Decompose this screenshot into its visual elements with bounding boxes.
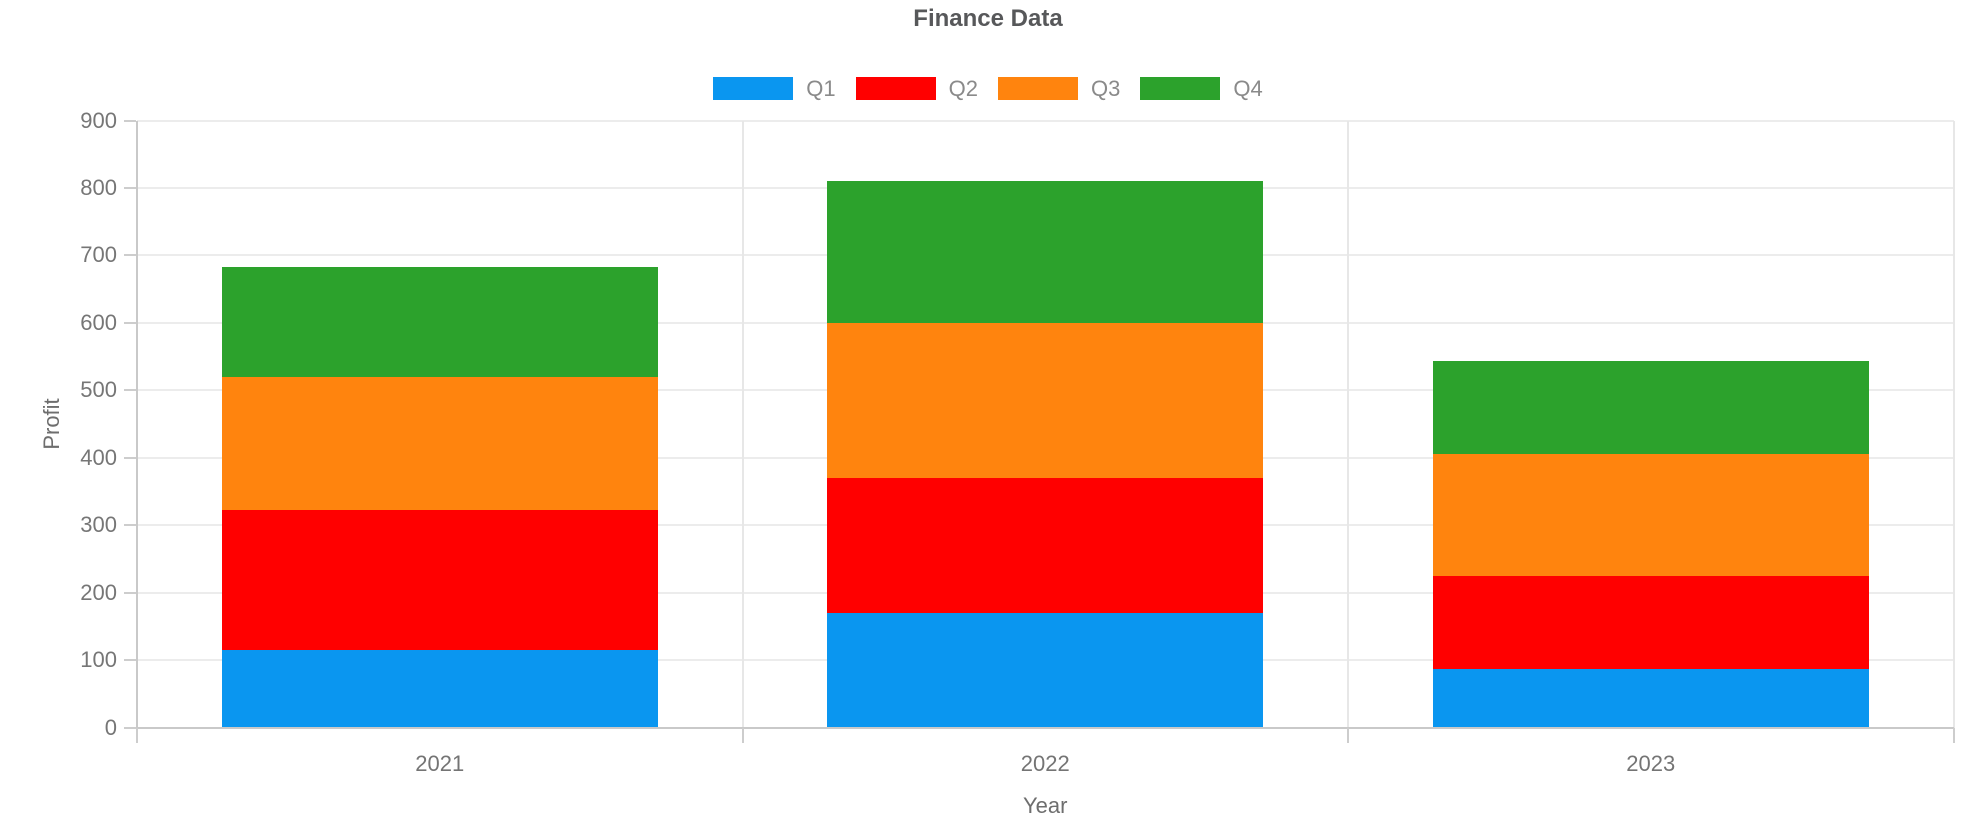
- y-tick: [124, 389, 136, 392]
- bar-2022-Q2-segment[interactable]: [827, 477, 1264, 613]
- y-tick: [124, 321, 136, 324]
- y-tick: [124, 591, 136, 594]
- legend-label: Q4: [1233, 76, 1263, 101]
- y-tick-label: 600: [80, 309, 117, 335]
- x-category-label-2022: 2022: [1020, 750, 1070, 776]
- bar-2023-Q4-segment[interactable]: [1432, 360, 1869, 455]
- panel-border: [741, 120, 744, 728]
- legend-item-Q4[interactable]: Q4: [1140, 76, 1263, 101]
- legend-item-Q1[interactable]: Q1: [713, 76, 836, 101]
- legend-swatch-Q1: [713, 77, 794, 100]
- y-tick-label: 500: [80, 377, 117, 403]
- y-tick: [124, 659, 136, 662]
- bar-2021-Q1-segment[interactable]: [221, 649, 658, 728]
- y-axis-title: Profit: [39, 398, 64, 450]
- bar-2022-Q1-segment[interactable]: [827, 612, 1264, 728]
- legend-swatch-Q3: [998, 77, 1078, 100]
- legend-label: Q1: [806, 76, 836, 101]
- y-tick-label: 300: [80, 512, 117, 538]
- y-tick-label: 800: [80, 174, 117, 200]
- x-category-label-2023: 2023: [1626, 750, 1676, 776]
- y-tick-label: 400: [80, 444, 117, 470]
- bar-2022-Q3-segment[interactable]: [827, 322, 1264, 478]
- plot-right-border: [1952, 120, 1955, 728]
- y-tick-label: 0: [104, 714, 117, 740]
- bar-2022-Q4-segment[interactable]: [827, 181, 1264, 323]
- y-tick: [124, 119, 136, 122]
- x-axis-title: Year: [1023, 793, 1068, 818]
- y-tick: [124, 254, 136, 257]
- bar-2023-Q2-segment[interactable]: [1432, 575, 1869, 670]
- y-tick: [124, 456, 136, 459]
- x-category-label-2021: 2021: [415, 750, 465, 776]
- y-tick: [124, 726, 136, 729]
- bar-2021-Q3-segment[interactable]: [221, 376, 658, 510]
- x-tick: [136, 727, 138, 743]
- bar-2023-Q3-segment[interactable]: [1432, 454, 1869, 576]
- legend-swatch-Q2: [855, 77, 936, 100]
- legend-label: Q3: [1091, 76, 1121, 101]
- y-tick: [124, 186, 136, 189]
- chart-title: Finance Data: [913, 5, 1063, 32]
- y-tick-label: 200: [80, 579, 117, 605]
- plot-area: [136, 119, 1955, 729]
- y-axis-line: [136, 120, 138, 728]
- bar-2021-Q4-segment[interactable]: [221, 266, 658, 377]
- legend-label: Q2: [948, 76, 978, 101]
- bar-2021-Q2-segment[interactable]: [221, 509, 658, 650]
- panel-border: [1347, 120, 1349, 728]
- x-axis-line: [137, 726, 1954, 729]
- y-tick-label: 700: [80, 242, 117, 268]
- bar-2023-Q1-segment[interactable]: [1432, 669, 1869, 728]
- y-tick: [124, 524, 136, 527]
- chart-legend: Q1 Q2 Q3 Q4: [0, 76, 1976, 101]
- x-tick: [1952, 727, 1955, 743]
- legend-item-Q3[interactable]: Q3: [998, 77, 1120, 100]
- legend-item-Q2[interactable]: Q2: [855, 76, 978, 101]
- x-tick: [1347, 727, 1349, 743]
- x-tick: [741, 727, 744, 743]
- y-tick-label: 100: [80, 647, 117, 673]
- y-gridline: [137, 119, 1954, 122]
- legend-swatch-Q4: [1140, 77, 1221, 100]
- y-tick-label: 900: [80, 107, 117, 133]
